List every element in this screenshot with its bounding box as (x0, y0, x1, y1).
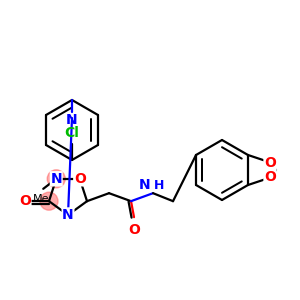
Text: H: H (154, 179, 164, 192)
Circle shape (47, 170, 65, 188)
Text: N: N (50, 172, 62, 186)
Text: N: N (138, 178, 150, 192)
Circle shape (40, 192, 58, 210)
Text: N: N (62, 208, 74, 222)
Text: O: O (19, 194, 31, 208)
Text: O: O (264, 156, 276, 170)
Text: N: N (66, 113, 78, 127)
Text: O: O (128, 223, 140, 237)
Text: Cl: Cl (64, 126, 80, 140)
Text: O: O (74, 172, 86, 186)
Text: O: O (264, 170, 276, 184)
Text: Me: Me (33, 194, 50, 204)
